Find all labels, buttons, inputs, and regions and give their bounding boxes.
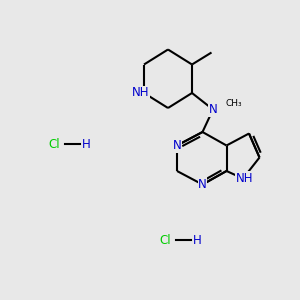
Text: NH: NH (236, 172, 253, 185)
Text: NH: NH (132, 86, 149, 100)
Text: Cl: Cl (48, 137, 60, 151)
Text: Cl: Cl (159, 233, 171, 247)
Text: N: N (172, 139, 182, 152)
Text: N: N (198, 178, 207, 191)
Text: H: H (82, 137, 91, 151)
Text: N: N (208, 103, 217, 116)
Text: H: H (193, 233, 202, 247)
Text: CH₃: CH₃ (226, 99, 242, 108)
